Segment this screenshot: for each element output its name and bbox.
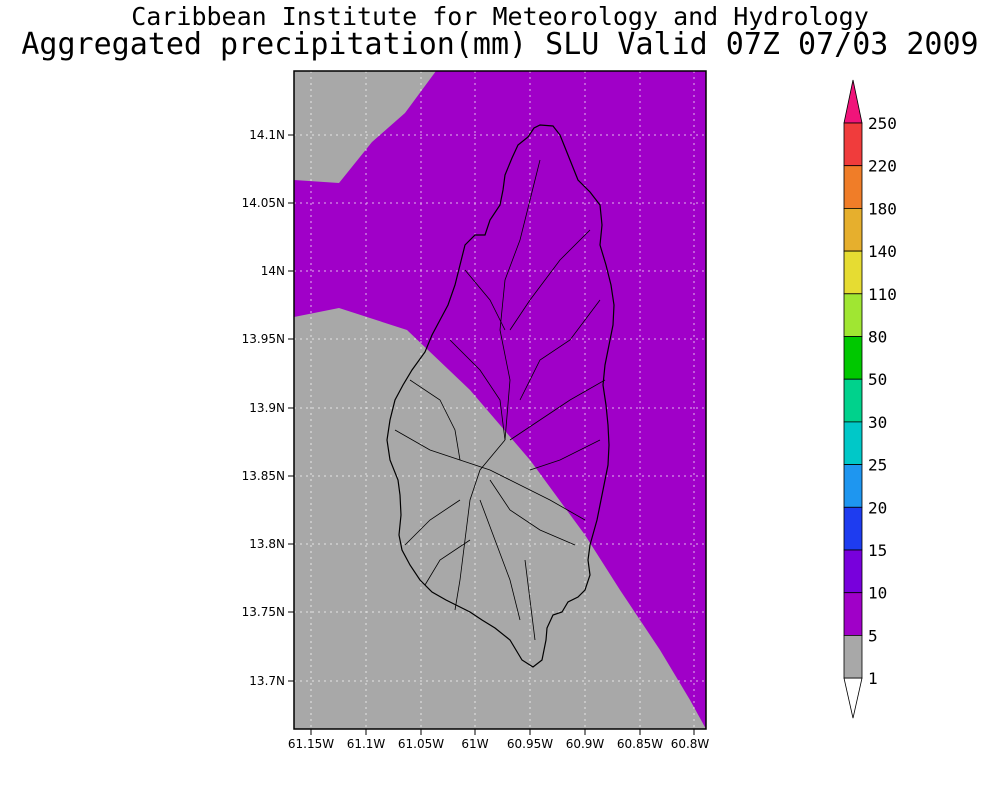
legend-label: 20 [868, 498, 887, 517]
latitude-labels: 14.1N 14.05N 14N 13.95N 13.9N 13.85N 13.… [242, 128, 285, 688]
legend-label: 30 [868, 413, 887, 432]
lon-label: 61.15W [288, 737, 334, 751]
legend-swatch [843, 336, 863, 380]
island-rivers [394, 159, 606, 641]
legend-label: 250 [868, 114, 897, 133]
lat-label: 13.85N [242, 469, 285, 483]
lat-label: 13.9N [249, 401, 285, 415]
legend-label: 1 [868, 669, 878, 688]
lon-label: 61.1W [347, 737, 386, 751]
lat-label: 14N [261, 264, 285, 278]
legend-label: 15 [868, 541, 887, 560]
lat-label: 13.75N [242, 605, 285, 619]
lat-label: 13.95N [242, 332, 285, 346]
legend-swatch [843, 122, 863, 167]
legend-swatch [843, 250, 863, 295]
legend-swatch [843, 165, 863, 209]
lon-label: 61W [461, 737, 488, 751]
institution-title: Caribbean Institute for Meteorology and … [131, 2, 869, 31]
tick-marks [288, 134, 695, 735]
map-frame [293, 70, 707, 730]
legend-swatch [843, 421, 863, 465]
lat-label: 13.7N [249, 674, 285, 688]
lat-label: 14.1N [249, 128, 285, 142]
legend-swatch [843, 207, 863, 252]
color-legend: 250 220 180 140 110 80 50 30 25 20 15 10 5 1 [843, 79, 897, 719]
legend-swatch [843, 635, 863, 679]
longitude-labels: 61.15W 61.1W 61.05W 61W 60.95W 60.9W 60.… [288, 737, 710, 751]
legend-swatch [843, 378, 863, 423]
lon-label: 60.95W [507, 737, 553, 751]
map-panel [294, 71, 706, 729]
lon-label: 60.85W [617, 737, 663, 751]
legend-swatch [843, 592, 863, 636]
legend-label: 25 [868, 456, 887, 475]
legend-label: 180 [868, 199, 897, 218]
lon-label: 60.8W [671, 737, 710, 751]
legend-swatch [843, 549, 863, 594]
lon-label: 61.05W [398, 737, 444, 751]
legend-label: 50 [868, 370, 887, 389]
legend-swatch [843, 79, 863, 124]
precip-field-1-5-northwest [294, 71, 436, 183]
legend-label: 10 [868, 584, 887, 603]
map-title: Aggregated precipitation(mm) SLU Valid 0… [21, 27, 979, 62]
precip-field-1-5-southwest [294, 308, 706, 729]
island-coastline [386, 124, 615, 668]
legend-label: 220 [868, 157, 897, 176]
legend-label: 140 [868, 242, 897, 261]
legend-label: 5 [868, 626, 878, 645]
legend-swatch [843, 677, 863, 719]
legend-label: 110 [868, 285, 897, 304]
lat-label: 13.8N [249, 537, 285, 551]
legend-label: 80 [868, 328, 887, 347]
lon-label: 60.9W [566, 737, 605, 751]
legend-swatch [843, 506, 863, 551]
legend-swatch [843, 293, 863, 337]
lat-label: 14.05N [242, 196, 285, 210]
legend-swatch [843, 464, 863, 508]
